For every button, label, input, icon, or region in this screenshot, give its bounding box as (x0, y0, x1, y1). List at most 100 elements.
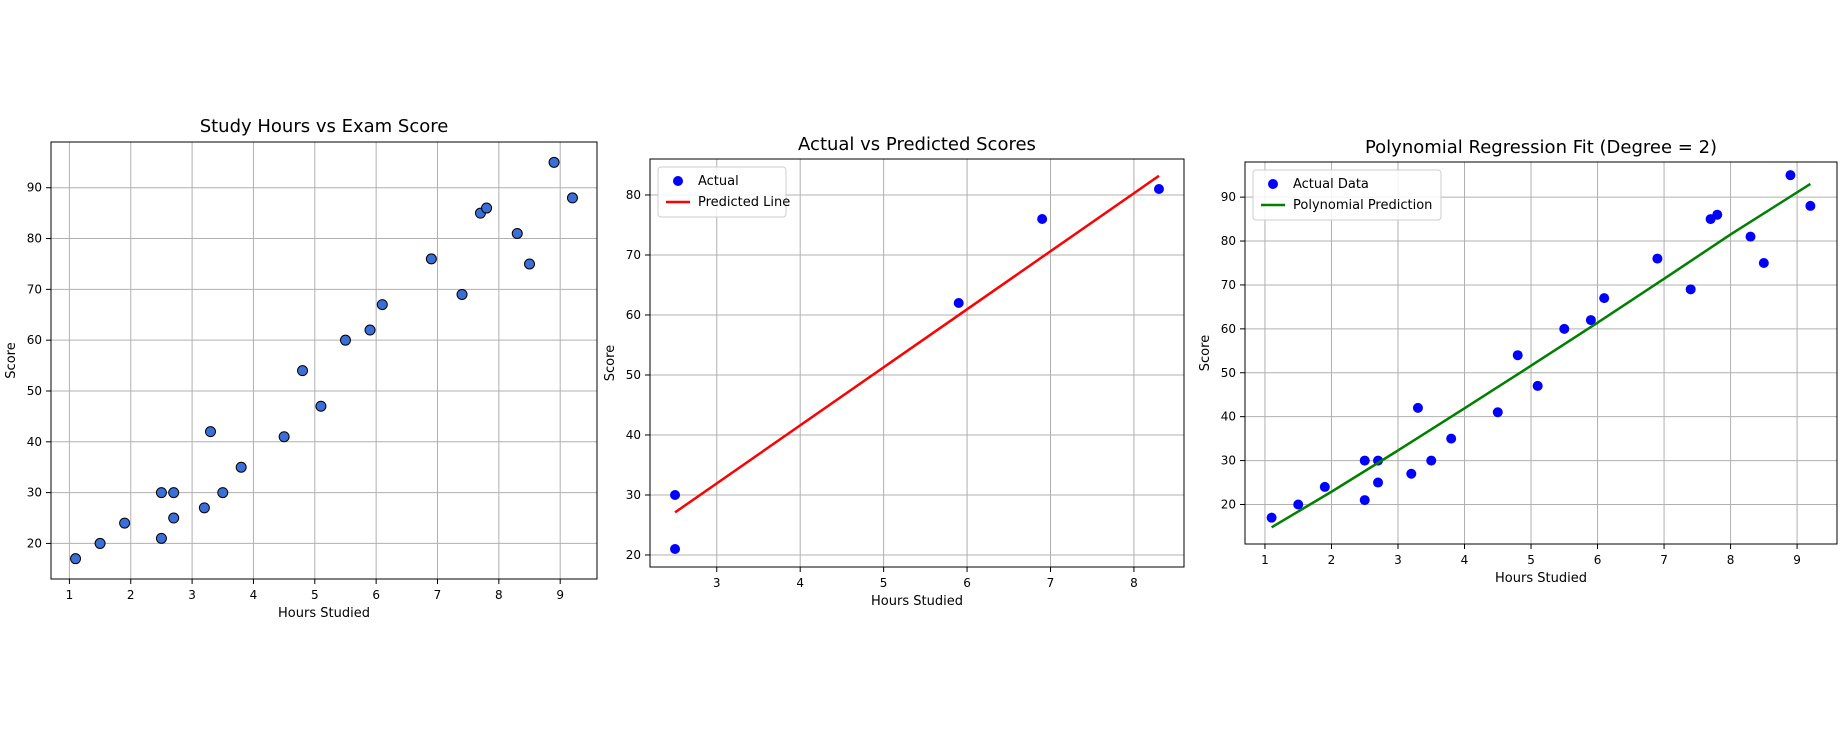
data-point (1758, 257, 1769, 268)
data-point (566, 192, 578, 204)
x-tick-label: 2 (1328, 553, 1336, 567)
y-tick-label: 30 (27, 486, 42, 500)
y-tick-label: 50 (27, 384, 42, 398)
x-tick-label: 8 (495, 588, 503, 602)
legend-label: Actual (698, 174, 739, 189)
chart-panel-2: 3 4 5 6 7 8 20 30 40 50 60 70 80 Actual vs Predicted … (603, 134, 1185, 609)
x-tick-label: 4 (250, 588, 258, 602)
y-tick-label: 50 (626, 368, 641, 382)
legend-label: Predicted Line (698, 195, 790, 210)
data-point (1492, 407, 1503, 418)
data-point (1319, 481, 1330, 492)
x-tick-label: 3 (1394, 553, 1402, 567)
data-point (1359, 455, 1370, 466)
y-tick-label: 20 (1221, 497, 1236, 511)
x-tick-label: 4 (1461, 553, 1469, 567)
data-point (278, 431, 290, 443)
x-tick-label: 5 (311, 588, 319, 602)
series-line (674, 174, 1160, 514)
legend: Actual Predicted Line (657, 166, 790, 218)
plot-frame (50, 141, 598, 580)
data-point (1685, 284, 1696, 295)
legend-point-marker (673, 176, 683, 186)
y-tick-label: 30 (1221, 454, 1236, 468)
x-tick-label: 6 (963, 576, 971, 590)
x-tick-label: 3 (713, 576, 721, 590)
data-point (1153, 184, 1164, 194)
legend-box (657, 166, 787, 218)
x-axis-label: Hours Studied (278, 606, 370, 621)
x-tick-label: 1 (1261, 553, 1269, 567)
data-point (548, 156, 560, 168)
data-point (1712, 209, 1723, 220)
data-point (1037, 214, 1048, 224)
x-tick-label: 8 (1130, 576, 1138, 590)
y-tick-label: 40 (27, 435, 42, 449)
plot-frame (649, 158, 1185, 568)
data-point (198, 502, 210, 514)
y-tick-label: 40 (1221, 410, 1236, 424)
x-axis-label: Hours Studied (871, 594, 963, 609)
data-point (481, 202, 493, 214)
data-point (1446, 433, 1457, 444)
data-point (1559, 323, 1570, 334)
y-tick-label: 70 (1221, 278, 1236, 292)
data-point (1412, 402, 1423, 413)
data-point (456, 288, 468, 300)
data-point (1373, 477, 1384, 488)
x-tick-label: 4 (796, 576, 804, 590)
chart-title: Study Hours vs Exam Score (200, 116, 449, 137)
data-point (155, 487, 167, 499)
y-tick-label: 50 (1221, 366, 1236, 380)
legend-point-marker (1268, 179, 1278, 189)
data-point (670, 490, 681, 500)
x-tick-label: 5 (880, 576, 888, 590)
data-point (119, 517, 131, 529)
x-tick-label: 3 (188, 588, 196, 602)
chart-panel-1: 1 2 3 4 5 6 7 8 9 20 30 40 50 60 70 80 90 Study Hours vs … (4, 116, 598, 621)
plot-frame (1244, 161, 1838, 545)
y-axis-label: Score (1198, 335, 1213, 371)
y-tick-label: 70 (626, 248, 641, 262)
data-point (1785, 170, 1796, 181)
data-point (235, 461, 247, 473)
data-point (511, 227, 523, 239)
x-tick-label: 7 (1660, 553, 1668, 567)
data-point (1745, 231, 1756, 242)
data-point (376, 299, 388, 311)
y-tick-label: 30 (626, 488, 641, 502)
y-tick-label: 80 (626, 188, 641, 202)
data-point (1532, 380, 1543, 391)
data-point (1266, 512, 1277, 523)
x-axis-label: Hours Studied (1495, 571, 1587, 586)
x-tick-label: 8 (1727, 553, 1735, 567)
y-axis-label: Score (4, 342, 19, 378)
data-point (1585, 315, 1596, 326)
y-tick-label: 20 (626, 548, 641, 562)
data-point (315, 400, 327, 412)
data-point (670, 544, 681, 554)
y-tick-label: 60 (1221, 322, 1236, 336)
y-tick-label: 80 (1221, 234, 1236, 248)
data-point (94, 537, 106, 549)
data-point (1406, 468, 1417, 479)
y-tick-label: 60 (27, 333, 42, 347)
series-line (1270, 182, 1812, 529)
chart-panel-3: 1 2 3 4 5 6 7 8 9 20 30 40 50 60 70 80 90 Polynomial Regr… (1198, 137, 1838, 586)
y-tick-label: 40 (626, 428, 641, 442)
x-tick-label: 9 (1793, 553, 1801, 567)
data-point (168, 512, 180, 524)
data-point (364, 324, 376, 336)
data-point (1599, 293, 1610, 304)
data-point (1652, 253, 1663, 264)
data-point (297, 365, 309, 377)
data-point (70, 553, 82, 565)
data-point (1293, 499, 1304, 510)
x-tick-label: 2 (127, 588, 135, 602)
data-point (953, 298, 964, 308)
data-point (168, 487, 180, 499)
data-point (339, 334, 351, 346)
data-point (1512, 350, 1523, 361)
y-tick-label: 90 (27, 181, 42, 195)
